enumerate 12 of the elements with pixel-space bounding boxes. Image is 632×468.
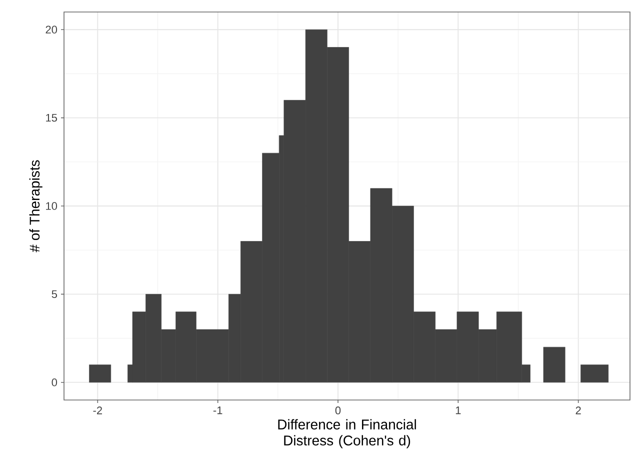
x-tick-label: -2	[93, 406, 102, 414]
x-tick-label: 0	[335, 406, 341, 414]
y-tick-label: 0	[52, 378, 58, 386]
x-tick-label: 1	[456, 406, 461, 414]
y-axis-title: # of Therapists	[29, 160, 42, 252]
x-axis-title: Difference in Financial Distress (Cohen's d)	[278, 419, 416, 448]
y-tick-label: 15	[46, 114, 57, 122]
y-tick-label: 5	[52, 290, 57, 298]
x-tick-label: -1	[213, 406, 222, 414]
y-tick-label: 20	[46, 26, 58, 34]
x-tick-label: 2	[576, 406, 581, 414]
y-tick-label: 10	[46, 202, 58, 210]
